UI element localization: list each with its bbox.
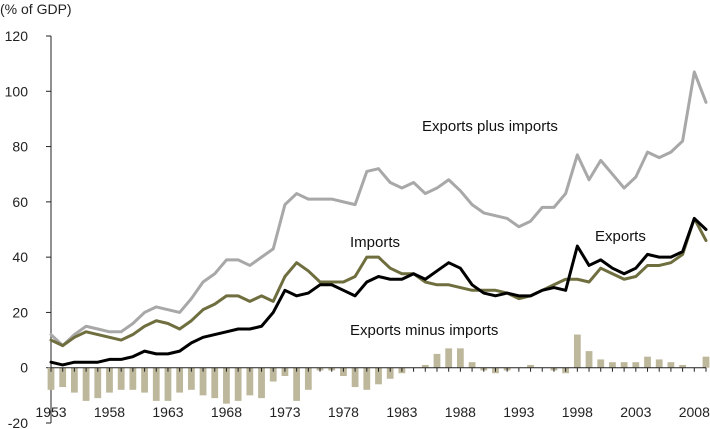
x-tick-label: 1978	[328, 404, 359, 420]
bar-exports-minus-imports	[456, 348, 464, 368]
bar-exports-minus-imports	[71, 367, 78, 393]
x-tick-label: 1983	[386, 404, 417, 420]
x-tick-label: 1963	[152, 404, 183, 420]
imports-label: Imports	[350, 234, 400, 251]
bar-exports-minus-imports	[445, 348, 453, 368]
x-tick-label: 2003	[620, 404, 651, 420]
bar-exports-minus-imports	[223, 367, 230, 404]
bar-exports-minus-imports	[59, 367, 67, 388]
x-tick-label: 1998	[562, 404, 593, 420]
bar-exports-minus-imports	[421, 364, 429, 368]
bar-exports-minus-imports	[644, 356, 651, 368]
series-annotations: Exports plus imports Imports Exports Exp…	[350, 118, 646, 339]
bar-exports-minus-imports	[655, 359, 663, 368]
bar-exports-minus-imports	[258, 367, 265, 399]
bar-exports-minus-imports	[468, 362, 476, 368]
x-tick-label: 1988	[445, 404, 476, 420]
bar-exports-minus-imports	[351, 367, 359, 388]
bar-exports-minus-imports	[106, 367, 113, 393]
bar-exports-minus-imports	[152, 367, 160, 401]
bar-exports-minus-imports	[82, 367, 90, 401]
line-imports	[49, 216, 708, 348]
bar-exports-minus-imports	[632, 362, 640, 368]
y-axis-unit-label: (% of GDP)	[0, 1, 72, 17]
y-tick-label: 0	[20, 360, 28, 376]
bar-exports-minus-imports	[340, 367, 347, 376]
series-lines	[49, 70, 708, 367]
bar-exports-minus-imports	[609, 362, 616, 368]
x-tick-label: 1958	[94, 404, 125, 420]
exports-label: Exports	[595, 228, 646, 245]
bar-exports-minus-imports	[433, 353, 441, 368]
bar-exports-minus-imports	[667, 362, 675, 368]
bar-exports-minus-imports	[117, 367, 125, 390]
line-exports	[49, 216, 708, 367]
y-tick-label: 80	[12, 139, 28, 155]
bar-exports-minus-imports	[702, 356, 710, 368]
bar-exports-minus-imports	[281, 367, 289, 376]
bar-exports-minus-imports	[269, 367, 277, 382]
bar-exports-minus-imports	[211, 367, 219, 399]
bar-exports-minus-imports	[141, 367, 148, 393]
bar-exports-minus-imports	[293, 367, 301, 401]
line-exports-plus-imports	[49, 70, 708, 348]
bar-exports-minus-imports	[129, 367, 137, 390]
bar-exports-minus-imports	[585, 351, 593, 368]
y-tick-label: 60	[12, 194, 28, 210]
x-tick-label: 1953	[35, 404, 66, 420]
y-tick-label: 100	[5, 83, 29, 99]
exports-plus-imports-label: Exports plus imports	[422, 118, 558, 135]
y-tick-label: 120	[5, 28, 29, 44]
x-tick-label: 1968	[211, 404, 242, 420]
bar-exports-minus-imports	[386, 367, 394, 379]
bar-exports-minus-imports	[199, 367, 207, 396]
bar-exports-minus-imports	[679, 364, 686, 368]
bar-exports-minus-imports	[187, 367, 195, 390]
bar-exports-minus-imports	[47, 367, 55, 390]
bar-exports-minus-imports	[234, 367, 242, 401]
x-tick-label: 1993	[503, 404, 534, 420]
bar-exports-minus-imports	[597, 359, 605, 368]
x-tick-label: 2008	[679, 404, 710, 420]
y-tick-label: 20	[12, 304, 28, 320]
y-tick-label: 40	[12, 249, 28, 265]
bar-exports-minus-imports	[94, 367, 102, 399]
bar-exports-minus-imports	[573, 334, 581, 368]
bar-exports-minus-imports	[246, 367, 254, 396]
x-tick-label: 1973	[269, 404, 300, 420]
exports-minus-imports-label: Exports minus imports	[350, 322, 498, 339]
bar-exports-minus-imports	[164, 367, 172, 401]
bar-exports-minus-imports	[363, 367, 371, 390]
bar-exports-minus-imports	[620, 362, 628, 368]
bar-exports-minus-imports	[304, 367, 312, 390]
bar-exports-minus-imports	[527, 364, 534, 368]
bar-exports-minus-imports	[375, 367, 382, 385]
bar-exports-minus-imports	[176, 367, 184, 393]
y-tick-label: -20	[8, 415, 28, 429]
y-axis: -20 0 20 40 60 80 100 120	[5, 28, 52, 429]
x-axis: 1953 1958 1963 1968 1973 1978 1983 1988 1993 1998…	[35, 367, 710, 420]
